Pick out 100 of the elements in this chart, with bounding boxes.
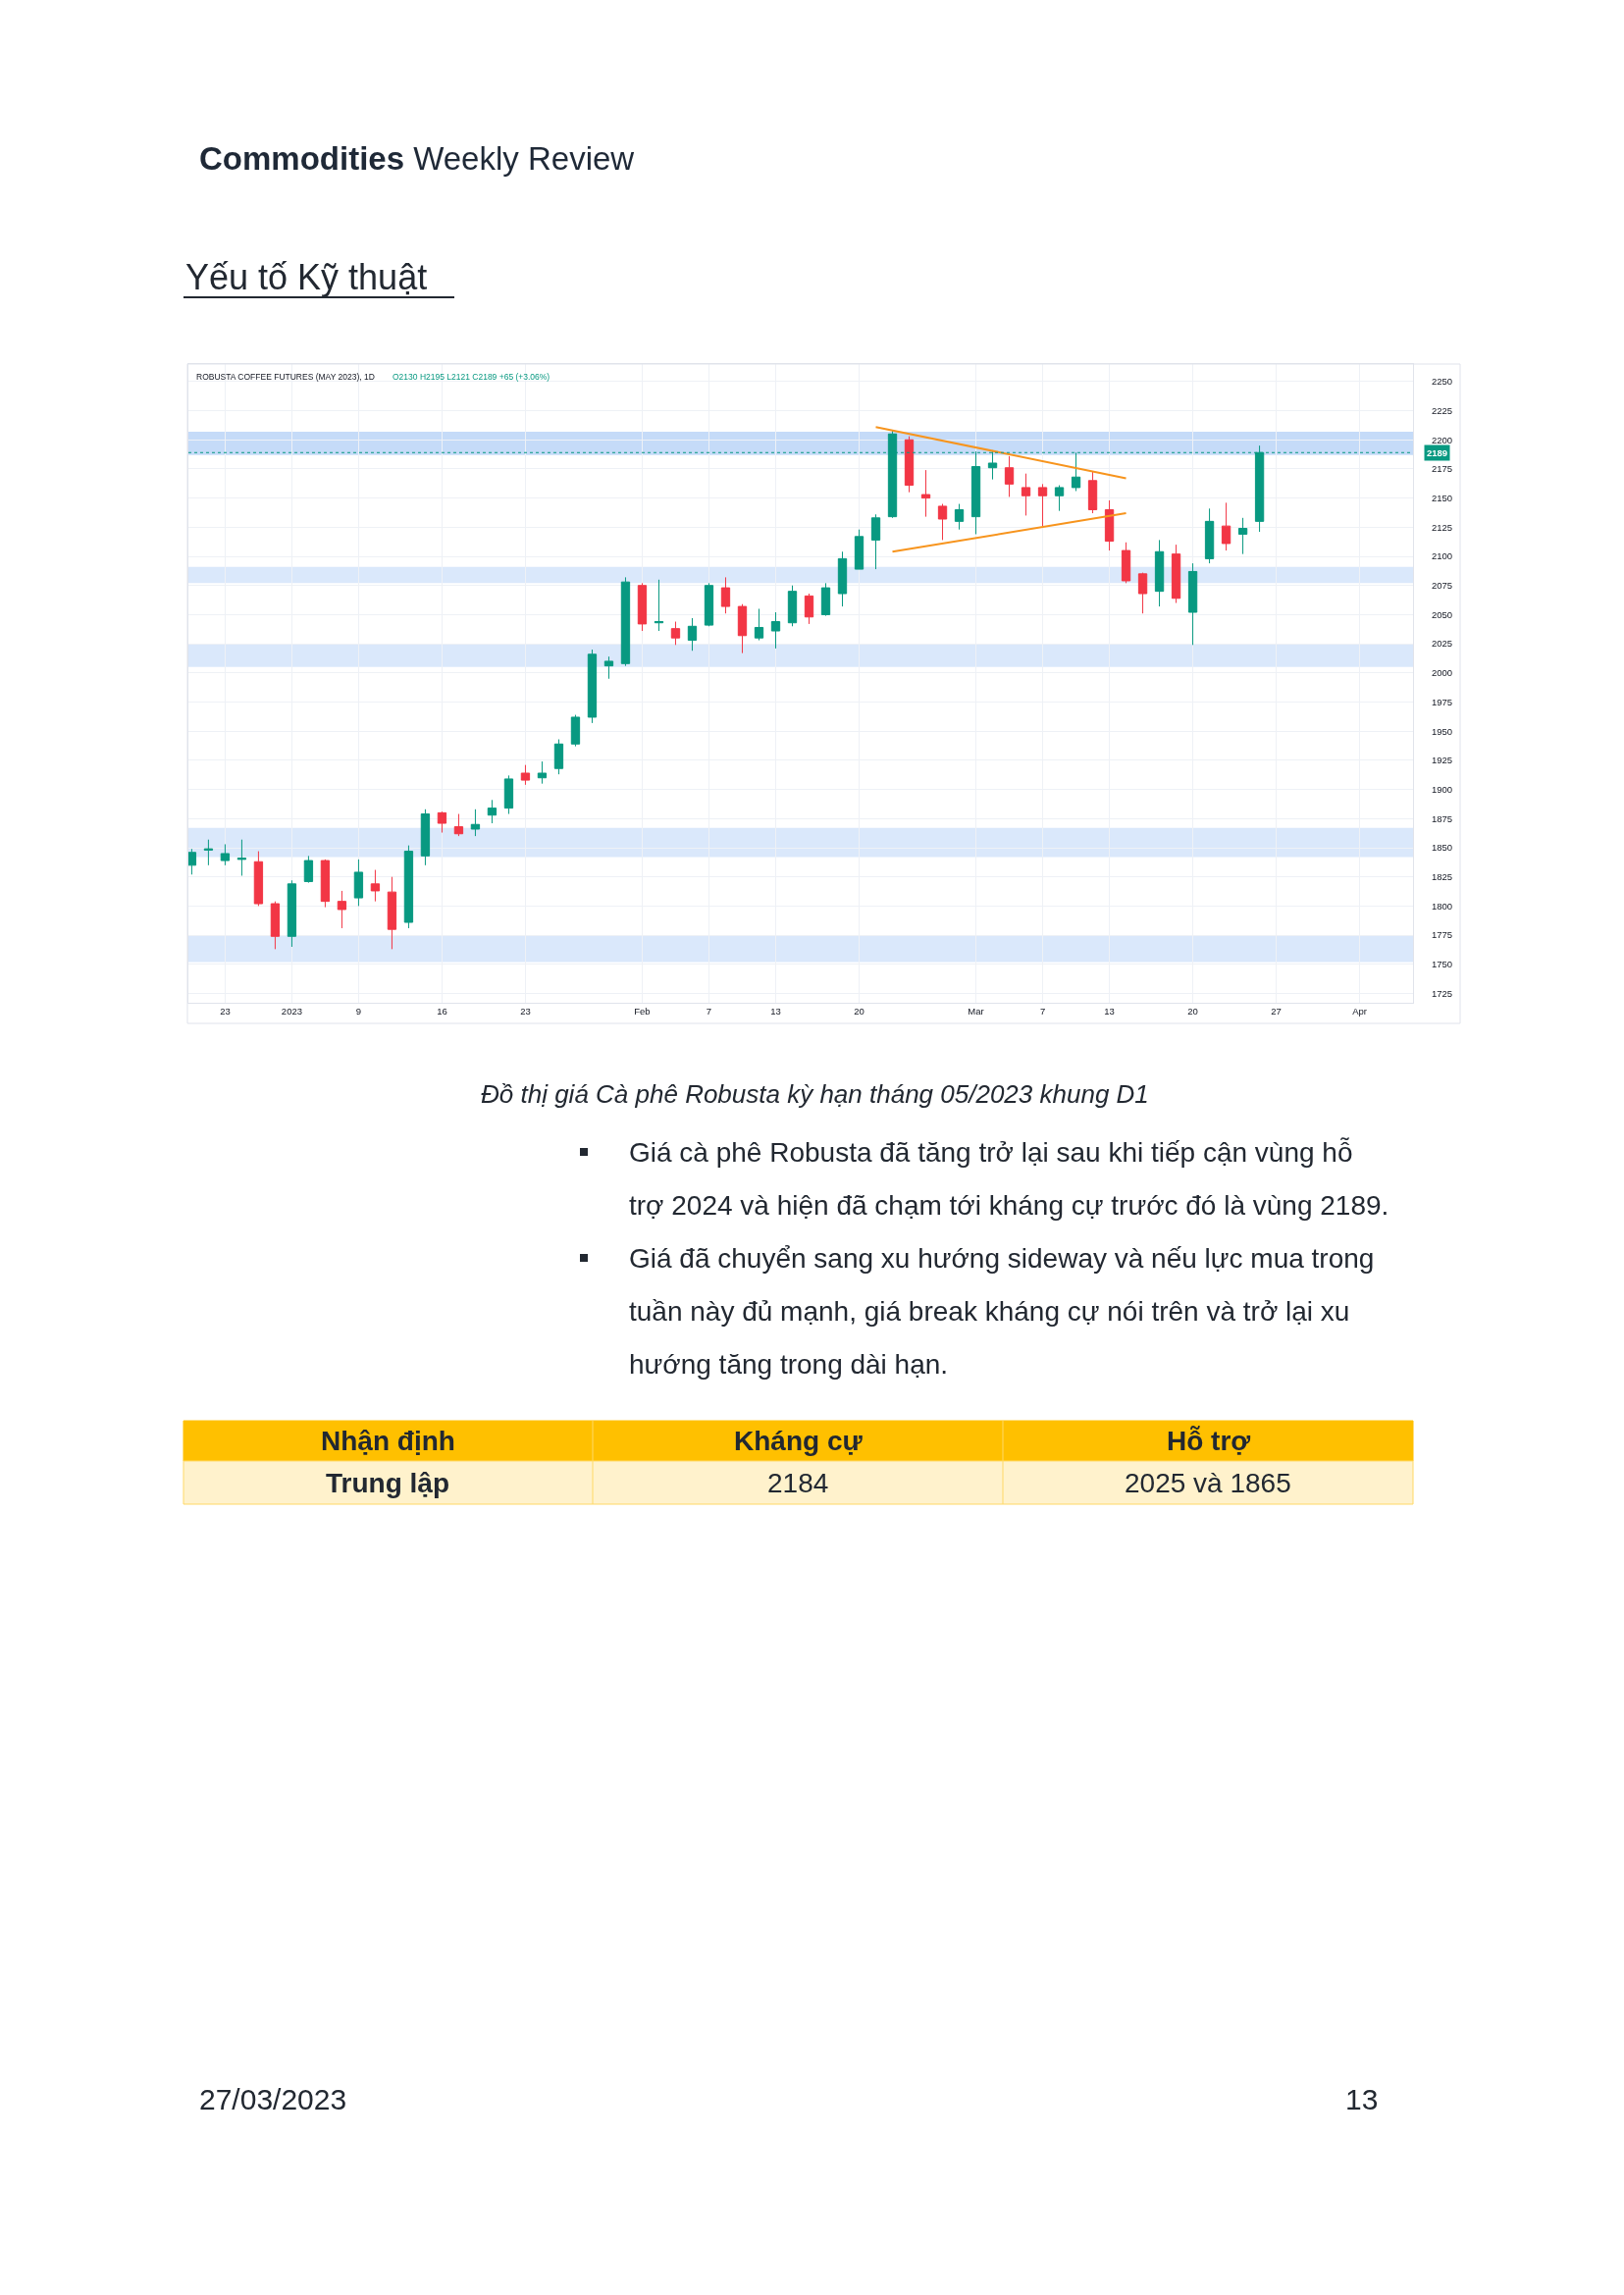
- text: 2184: [767, 1468, 829, 1498]
- candlestick: [620, 576, 631, 667]
- y-tick-label: 2075: [1431, 580, 1453, 592]
- candlestick: [470, 808, 481, 837]
- x-tick-label: 13: [1104, 1006, 1115, 1017]
- candlestick: [220, 843, 231, 866]
- x-tick-label: 27: [1271, 1006, 1282, 1017]
- text: Kháng cự: [734, 1426, 864, 1456]
- text: Yếu tố Kỹ thuật: [185, 257, 428, 297]
- text: 2025 và 1865: [1125, 1468, 1291, 1498]
- candlestick: [203, 839, 214, 866]
- candlestick: [1054, 485, 1065, 512]
- candlestick: [870, 513, 881, 570]
- candlestick: [320, 859, 331, 909]
- candlestick: [236, 839, 247, 877]
- candlestick: [804, 593, 814, 625]
- candlestick: [253, 851, 264, 907]
- y-tick-label: 2000: [1431, 667, 1453, 679]
- y-tick-label: 1925: [1431, 755, 1453, 766]
- y-tick-label: 1775: [1431, 929, 1453, 941]
- y-tick-label: 1875: [1431, 812, 1453, 824]
- candlestick: [720, 576, 731, 614]
- candlestick: [904, 436, 915, 494]
- candlestick: [1204, 507, 1215, 564]
- x-tick-label: Mar: [968, 1006, 984, 1017]
- candlestick: [1021, 473, 1031, 516]
- candlestick: [1237, 517, 1248, 555]
- candlestick: [420, 808, 431, 866]
- text: Giá đã chuyển sang xu hướng sideway và nếu lực mua trong tuần này đủ mạnh, giá break kháng cự nói trên và trở lại xu hướng tăng trong dài hạn.: [629, 1243, 1375, 1380]
- x-tick-label: 23: [220, 1006, 231, 1017]
- candlestick: [1104, 499, 1115, 551]
- candlestick: [820, 582, 831, 617]
- candlestick: [1137, 572, 1148, 614]
- candlestick: [937, 503, 948, 541]
- candlestick: [537, 760, 548, 785]
- candlestick: [670, 621, 681, 646]
- x-tick-label: 20: [1187, 1006, 1198, 1017]
- x-tick-label: 16: [437, 1006, 447, 1017]
- candlestick: [503, 774, 514, 815]
- candlestick: [553, 739, 564, 775]
- y-tick-label: 2100: [1431, 550, 1453, 562]
- ref-line-label: 2189: [1427, 447, 1448, 458]
- y-tick-label: 2250: [1431, 376, 1453, 388]
- y-tick-label: 1725: [1431, 987, 1453, 999]
- candlestick: [303, 855, 314, 884]
- text: 13: [1345, 2083, 1379, 2115]
- candlestick: [754, 607, 764, 642]
- text: Đồ thị giá Cà phê Robusta kỳ hạn tháng 05/2023 khung D1: [481, 1079, 1149, 1109]
- candlestick: [787, 585, 798, 627]
- candlestick: [520, 764, 531, 786]
- y-tick-label: 2125: [1431, 521, 1453, 533]
- candlestick: [637, 582, 648, 632]
- y-tick-label: 1950: [1431, 725, 1453, 737]
- candlestick: [1037, 483, 1048, 527]
- candlestick: [487, 799, 498, 824]
- candlestick: [270, 901, 281, 950]
- y-tick-label: 1975: [1431, 696, 1453, 707]
- x-tick-label: 9: [355, 1006, 362, 1017]
- candlestick: [287, 879, 297, 948]
- text: Nhận định: [321, 1426, 455, 1456]
- y-tick-label: 2025: [1431, 638, 1453, 650]
- x-tick-label: 23: [520, 1006, 531, 1017]
- candlestick: [1121, 542, 1131, 584]
- x-tick-label: 13: [770, 1006, 781, 1017]
- candlestick: [1221, 501, 1231, 551]
- x-tick-label: Apr: [1352, 1006, 1367, 1017]
- y-tick-label: 2150: [1431, 492, 1453, 503]
- x-tick-label: 20: [854, 1006, 864, 1017]
- x-tick-label: 7: [1039, 1006, 1046, 1017]
- candlestick: [770, 611, 781, 650]
- text: Trung lập: [326, 1468, 449, 1498]
- candlestick: [370, 869, 381, 903]
- x-tick-label: 7: [706, 1006, 712, 1017]
- candlestick: [654, 579, 664, 632]
- candlestick: [920, 469, 931, 518]
- y-tick-label: 2225: [1431, 404, 1453, 416]
- candlestick: [837, 550, 848, 607]
- x-tick-label: Feb: [634, 1006, 651, 1017]
- x-tick-label: 2023: [281, 1006, 302, 1017]
- candlestick: [353, 859, 364, 907]
- candlestick: [587, 649, 598, 724]
- y-tick-label: 1750: [1431, 959, 1453, 970]
- text: ROBUSTA COFFEE FUTURES (MAY 2023), 1D: [196, 371, 375, 382]
- candlestick: [387, 876, 397, 950]
- text: 27/03/2023: [199, 2083, 347, 2115]
- candlestick: [954, 503, 965, 531]
- y-tick-label: 1850: [1431, 842, 1453, 854]
- candlestick: [570, 714, 581, 748]
- candlestick: [1187, 562, 1198, 646]
- y-tick-label: 2050: [1431, 608, 1453, 620]
- candlestick: [603, 655, 614, 680]
- y-tick-label: 1825: [1431, 871, 1453, 883]
- candlestick: [1087, 470, 1098, 514]
- candlestick: [188, 848, 197, 875]
- text: Giá cà phê Robusta đã tăng trở lại sau khi tiếp cận vùng hỗ trợ 2024 và hiện đã chạm tới kháng cự trước đó là vùng 2189.: [629, 1137, 1389, 1221]
- candlestick: [854, 529, 864, 570]
- candlestick: [453, 813, 464, 837]
- candlestick: [437, 810, 447, 834]
- candlestick: [1154, 539, 1165, 607]
- text: Hỗ trợ: [1167, 1426, 1251, 1456]
